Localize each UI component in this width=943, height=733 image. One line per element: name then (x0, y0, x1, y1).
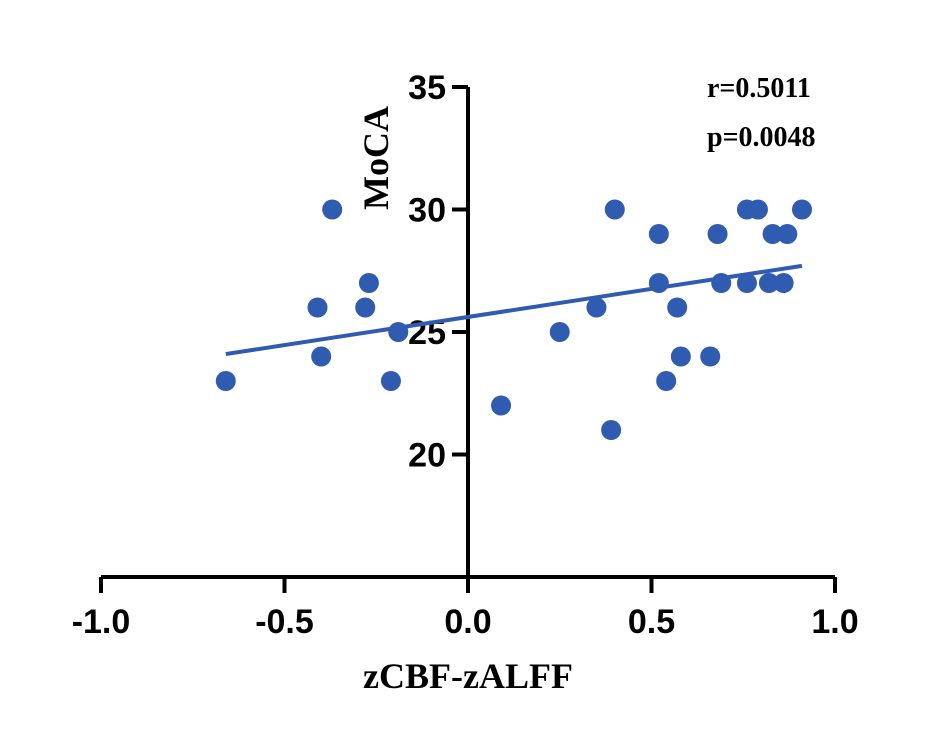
data-point (586, 297, 607, 318)
data-point (747, 199, 768, 220)
data-point (355, 297, 376, 318)
y-tick-label: 20 (408, 437, 446, 475)
x-axis-label: zCBF-zALFF (363, 656, 573, 696)
regression-line-group (225, 263, 803, 357)
data-point (707, 224, 728, 244)
data-point (322, 199, 343, 220)
data-point (773, 273, 794, 293)
data-point (307, 297, 328, 318)
x-axis-ticks: -1.0 -0.5 0.0 0.5 1.0 (72, 577, 859, 641)
data-point (670, 346, 691, 367)
data-points (215, 199, 812, 440)
x-tick-label: 0.0 (444, 603, 491, 641)
regression-line (225, 263, 803, 357)
y-axis-label: MoCA (356, 106, 396, 210)
data-point (758, 273, 779, 293)
data-point (736, 273, 757, 293)
data-point (215, 371, 236, 391)
data-point (648, 273, 669, 293)
data-point (656, 371, 677, 391)
x-tick-label: -1.0 (72, 603, 131, 641)
x-tick-label: 1.0 (811, 603, 858, 641)
data-point (388, 322, 409, 342)
data-point (791, 199, 812, 220)
y-tick-label: 35 (408, 69, 446, 107)
data-point (777, 224, 798, 244)
data-point (700, 346, 721, 367)
data-point (762, 224, 783, 244)
annotation-r-value: r=0.5011 (707, 73, 811, 104)
data-point (667, 297, 688, 318)
data-point (491, 395, 512, 416)
y-tick-label: 30 (408, 192, 446, 230)
data-point (601, 420, 622, 440)
x-tick-label: -0.5 (255, 603, 314, 641)
data-point (648, 224, 669, 244)
data-point (711, 273, 732, 293)
data-point (358, 273, 379, 293)
annotation-p-value: p=0.0048 (707, 122, 816, 153)
x-tick-label: 0.5 (628, 603, 675, 641)
data-point (549, 322, 570, 342)
data-point (380, 371, 401, 391)
data-point (311, 346, 332, 367)
data-point (604, 199, 625, 220)
